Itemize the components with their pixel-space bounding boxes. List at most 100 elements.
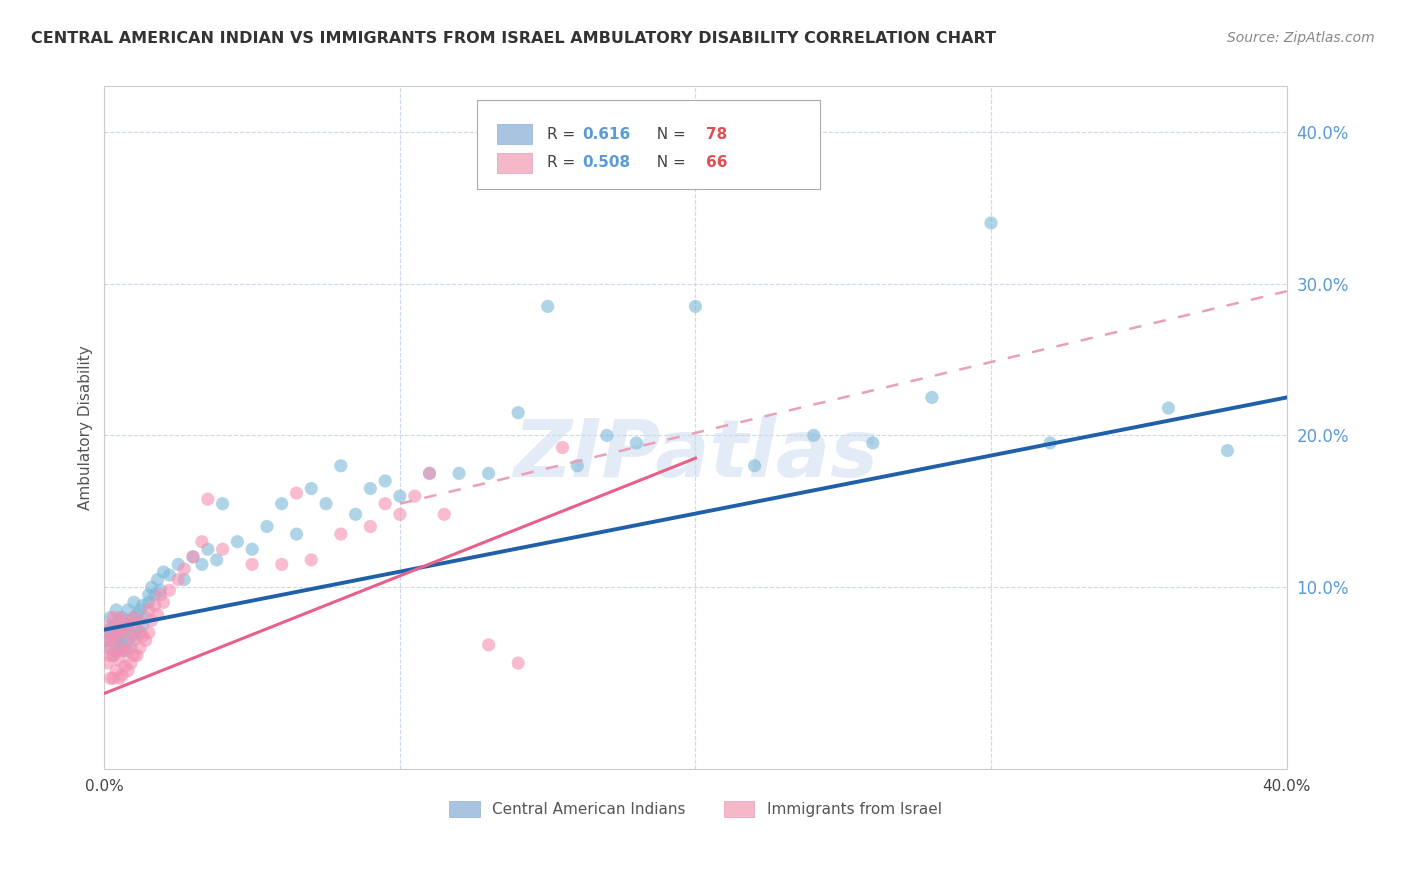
- Text: N =: N =: [647, 155, 690, 170]
- Point: [98, 618, 121, 632]
- FancyBboxPatch shape: [496, 124, 533, 145]
- Point: [103, 629, 125, 643]
- Point: [117, 644, 139, 658]
- Point: [152, 595, 174, 609]
- Text: 0.508: 0.508: [582, 155, 630, 170]
- Point: [125, 623, 148, 637]
- Point: [567, 458, 589, 473]
- Point: [315, 497, 337, 511]
- Point: [197, 542, 219, 557]
- Point: [388, 508, 411, 522]
- Point: [374, 497, 396, 511]
- Point: [103, 671, 125, 685]
- Point: [135, 633, 157, 648]
- Point: [285, 527, 308, 541]
- Point: [359, 519, 381, 533]
- Point: [114, 614, 136, 628]
- Point: [685, 300, 707, 314]
- Point: [111, 668, 134, 682]
- Point: [803, 428, 825, 442]
- Point: [173, 562, 195, 576]
- Point: [122, 629, 145, 643]
- Text: ZIPatlas: ZIPatlas: [513, 417, 877, 494]
- Point: [122, 610, 145, 624]
- Point: [117, 603, 139, 617]
- Point: [146, 607, 169, 622]
- Point: [329, 527, 352, 541]
- Point: [152, 565, 174, 579]
- FancyBboxPatch shape: [496, 153, 533, 173]
- Point: [537, 300, 560, 314]
- Point: [105, 633, 128, 648]
- Point: [117, 633, 139, 648]
- Point: [117, 664, 139, 678]
- Point: [240, 558, 263, 572]
- Point: [98, 633, 121, 648]
- Point: [359, 482, 381, 496]
- Point: [117, 618, 139, 632]
- Point: [108, 610, 131, 624]
- Point: [111, 623, 134, 637]
- Point: [111, 644, 134, 658]
- Point: [191, 534, 214, 549]
- Point: [96, 625, 118, 640]
- Point: [105, 644, 128, 658]
- Point: [120, 656, 142, 670]
- Point: [173, 573, 195, 587]
- Point: [108, 614, 131, 628]
- Point: [125, 623, 148, 637]
- Point: [128, 640, 150, 655]
- Point: [433, 508, 456, 522]
- Point: [120, 614, 142, 628]
- Point: [120, 640, 142, 655]
- Point: [122, 610, 145, 624]
- Point: [447, 467, 470, 481]
- Point: [105, 603, 128, 617]
- Point: [508, 656, 530, 670]
- Point: [128, 625, 150, 640]
- Y-axis label: Ambulatory Disability: Ambulatory Disability: [79, 345, 93, 510]
- Point: [111, 629, 134, 643]
- Point: [122, 595, 145, 609]
- Point: [980, 216, 1002, 230]
- Point: [143, 599, 166, 613]
- Point: [103, 648, 125, 663]
- Point: [128, 603, 150, 617]
- Point: [138, 603, 160, 617]
- Point: [135, 610, 157, 624]
- Point: [122, 633, 145, 648]
- Point: [478, 638, 501, 652]
- Text: Source: ZipAtlas.com: Source: ZipAtlas.com: [1227, 31, 1375, 45]
- Point: [167, 573, 190, 587]
- Point: [132, 629, 155, 643]
- FancyBboxPatch shape: [477, 100, 820, 189]
- Point: [285, 486, 308, 500]
- Point: [478, 467, 501, 481]
- Point: [98, 610, 121, 624]
- Point: [862, 436, 884, 450]
- Point: [138, 595, 160, 609]
- Point: [96, 625, 118, 640]
- Point: [143, 588, 166, 602]
- Text: 0.616: 0.616: [582, 127, 630, 142]
- Point: [108, 653, 131, 667]
- Point: [96, 640, 118, 655]
- Point: [98, 640, 121, 655]
- Point: [117, 618, 139, 632]
- Point: [141, 580, 163, 594]
- Point: [374, 474, 396, 488]
- Point: [138, 625, 160, 640]
- Point: [114, 623, 136, 637]
- Point: [128, 614, 150, 628]
- Point: [108, 629, 131, 643]
- Point: [111, 610, 134, 624]
- Point: [157, 568, 180, 582]
- Point: [132, 618, 155, 632]
- Point: [270, 497, 292, 511]
- Point: [418, 467, 440, 481]
- Point: [181, 549, 204, 564]
- Point: [96, 633, 118, 648]
- Point: [344, 508, 367, 522]
- Point: [149, 583, 172, 598]
- Point: [103, 610, 125, 624]
